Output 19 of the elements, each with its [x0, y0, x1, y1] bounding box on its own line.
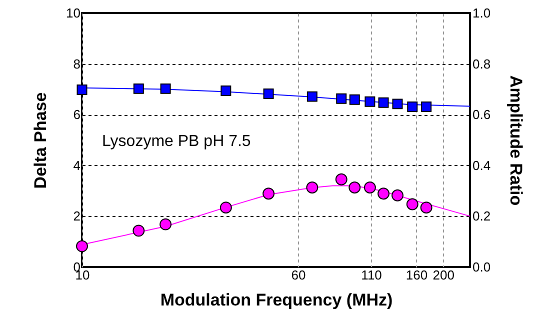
- y-axis-title: Delta Phase: [31, 92, 50, 189]
- annotation: Lysozyme PB pH 7.5: [102, 133, 251, 150]
- x-tick-label: 160: [406, 268, 428, 282]
- x-tick-label: 200: [432, 268, 454, 282]
- y-tick-label: 4: [73, 158, 80, 173]
- y-tick-label: 8: [73, 56, 80, 72]
- x-axis-title: Modulation Frequency (MHz): [160, 290, 393, 310]
- y-tick-label: 2: [73, 208, 80, 224]
- x-tick-label: 60: [291, 268, 306, 282]
- y2-tick-label: 0.8: [472, 56, 491, 72]
- y-tick-label: 6: [73, 107, 80, 122]
- y2-tick-label: 0.4: [472, 158, 491, 173]
- y2-tick-label: 0.0: [472, 260, 491, 274]
- x-tick-label: 110: [361, 268, 382, 282]
- y-tick-label: 10: [66, 6, 80, 20]
- y2-tick-label: 1.0: [472, 6, 491, 20]
- y2-tick-label: 0.2: [472, 208, 491, 224]
- y2-axis-title: Amplitude Ratio: [506, 75, 526, 206]
- y2-tick-label: 0.6: [472, 107, 491, 122]
